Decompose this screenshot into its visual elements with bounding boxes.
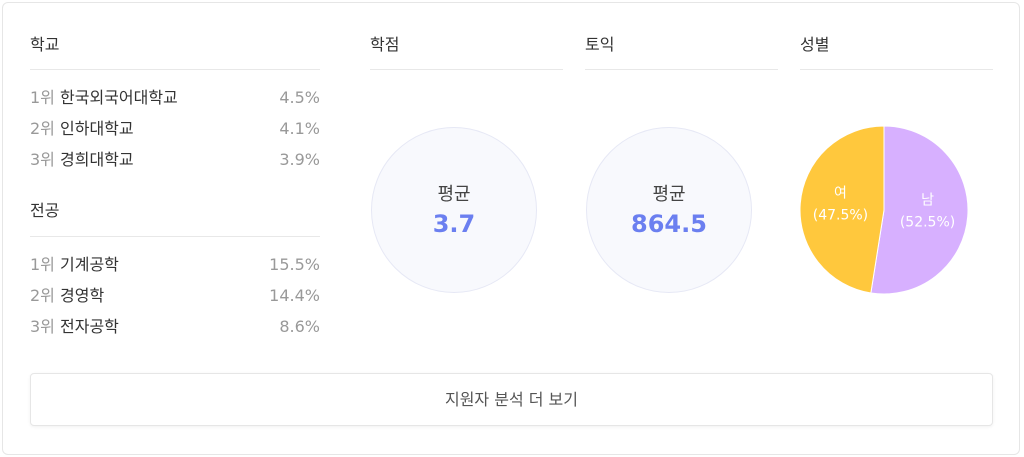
major-name: 경영학	[60, 286, 105, 305]
major-name: 전자공학	[60, 317, 119, 336]
pie-label: 여	[834, 186, 847, 202]
rank: 1위	[30, 88, 55, 107]
school-title: 학교	[30, 0, 320, 70]
pct: 4.5%	[279, 88, 320, 107]
major-name: 기계공학	[60, 255, 119, 274]
pie-label: 남	[921, 192, 934, 208]
pie-label: (47.5%)	[813, 208, 868, 224]
pie-slice-1	[799, 125, 885, 294]
toeic-section: 토익	[585, 0, 778, 70]
school-name: 한국외국어대학교	[60, 88, 178, 107]
list-item: 3위 전자공학 8.6%	[30, 311, 320, 342]
school-section: 학교 1위 한국외국어대학교 4.5% 2위 인하대학교 4.1% 3위 경희대학교…	[30, 0, 320, 175]
toeic-label: 평균	[652, 184, 686, 205]
gpa-value: 3.7	[432, 210, 476, 238]
gender-section: 성별	[800, 0, 993, 70]
gpa-section: 학점	[370, 0, 563, 70]
gpa-circle: 평균 3.7	[371, 127, 537, 293]
rank: 3위	[30, 317, 55, 336]
pct: 3.9%	[279, 150, 320, 169]
rank: 2위	[30, 119, 55, 138]
gender-pie-chart: 남 (52.5%) 여 (47.5%)	[799, 125, 969, 295]
rank: 2위	[30, 286, 55, 305]
school-name: 경희대학교	[60, 150, 134, 169]
list-item: 2위 경영학 14.4%	[30, 280, 320, 311]
gender-title: 성별	[800, 0, 993, 70]
list-item: 2위 인하대학교 4.1%	[30, 113, 320, 144]
major-section: 전공 1위 기계공학 15.5% 2위 경영학 14.4% 3위 전자공학 8.6%	[30, 168, 320, 342]
list-item: 1위 한국외국어대학교 4.5%	[30, 82, 320, 113]
toeic-title: 토익	[585, 0, 778, 70]
gpa-title: 학점	[370, 0, 563, 70]
rank: 1위	[30, 255, 55, 274]
more-analysis-button[interactable]: 지원자 분석 더 보기	[30, 373, 993, 426]
pct: 4.1%	[279, 119, 320, 138]
school-name: 인하대학교	[60, 119, 134, 138]
pie-label: (52.5%)	[900, 214, 955, 230]
list-item: 1위 기계공학 15.5%	[30, 249, 320, 280]
gpa-label: 평균	[437, 184, 471, 205]
pie-slice-0	[870, 125, 969, 295]
rank: 3위	[30, 150, 55, 169]
toeic-circle: 평균 864.5	[586, 127, 752, 293]
list-item: 3위 경희대학교 3.9%	[30, 144, 320, 175]
pct: 14.4%	[269, 286, 320, 305]
toeic-value: 864.5	[631, 210, 707, 238]
major-title: 전공	[30, 166, 320, 237]
pct: 8.6%	[279, 317, 320, 336]
pct: 15.5%	[269, 255, 320, 274]
